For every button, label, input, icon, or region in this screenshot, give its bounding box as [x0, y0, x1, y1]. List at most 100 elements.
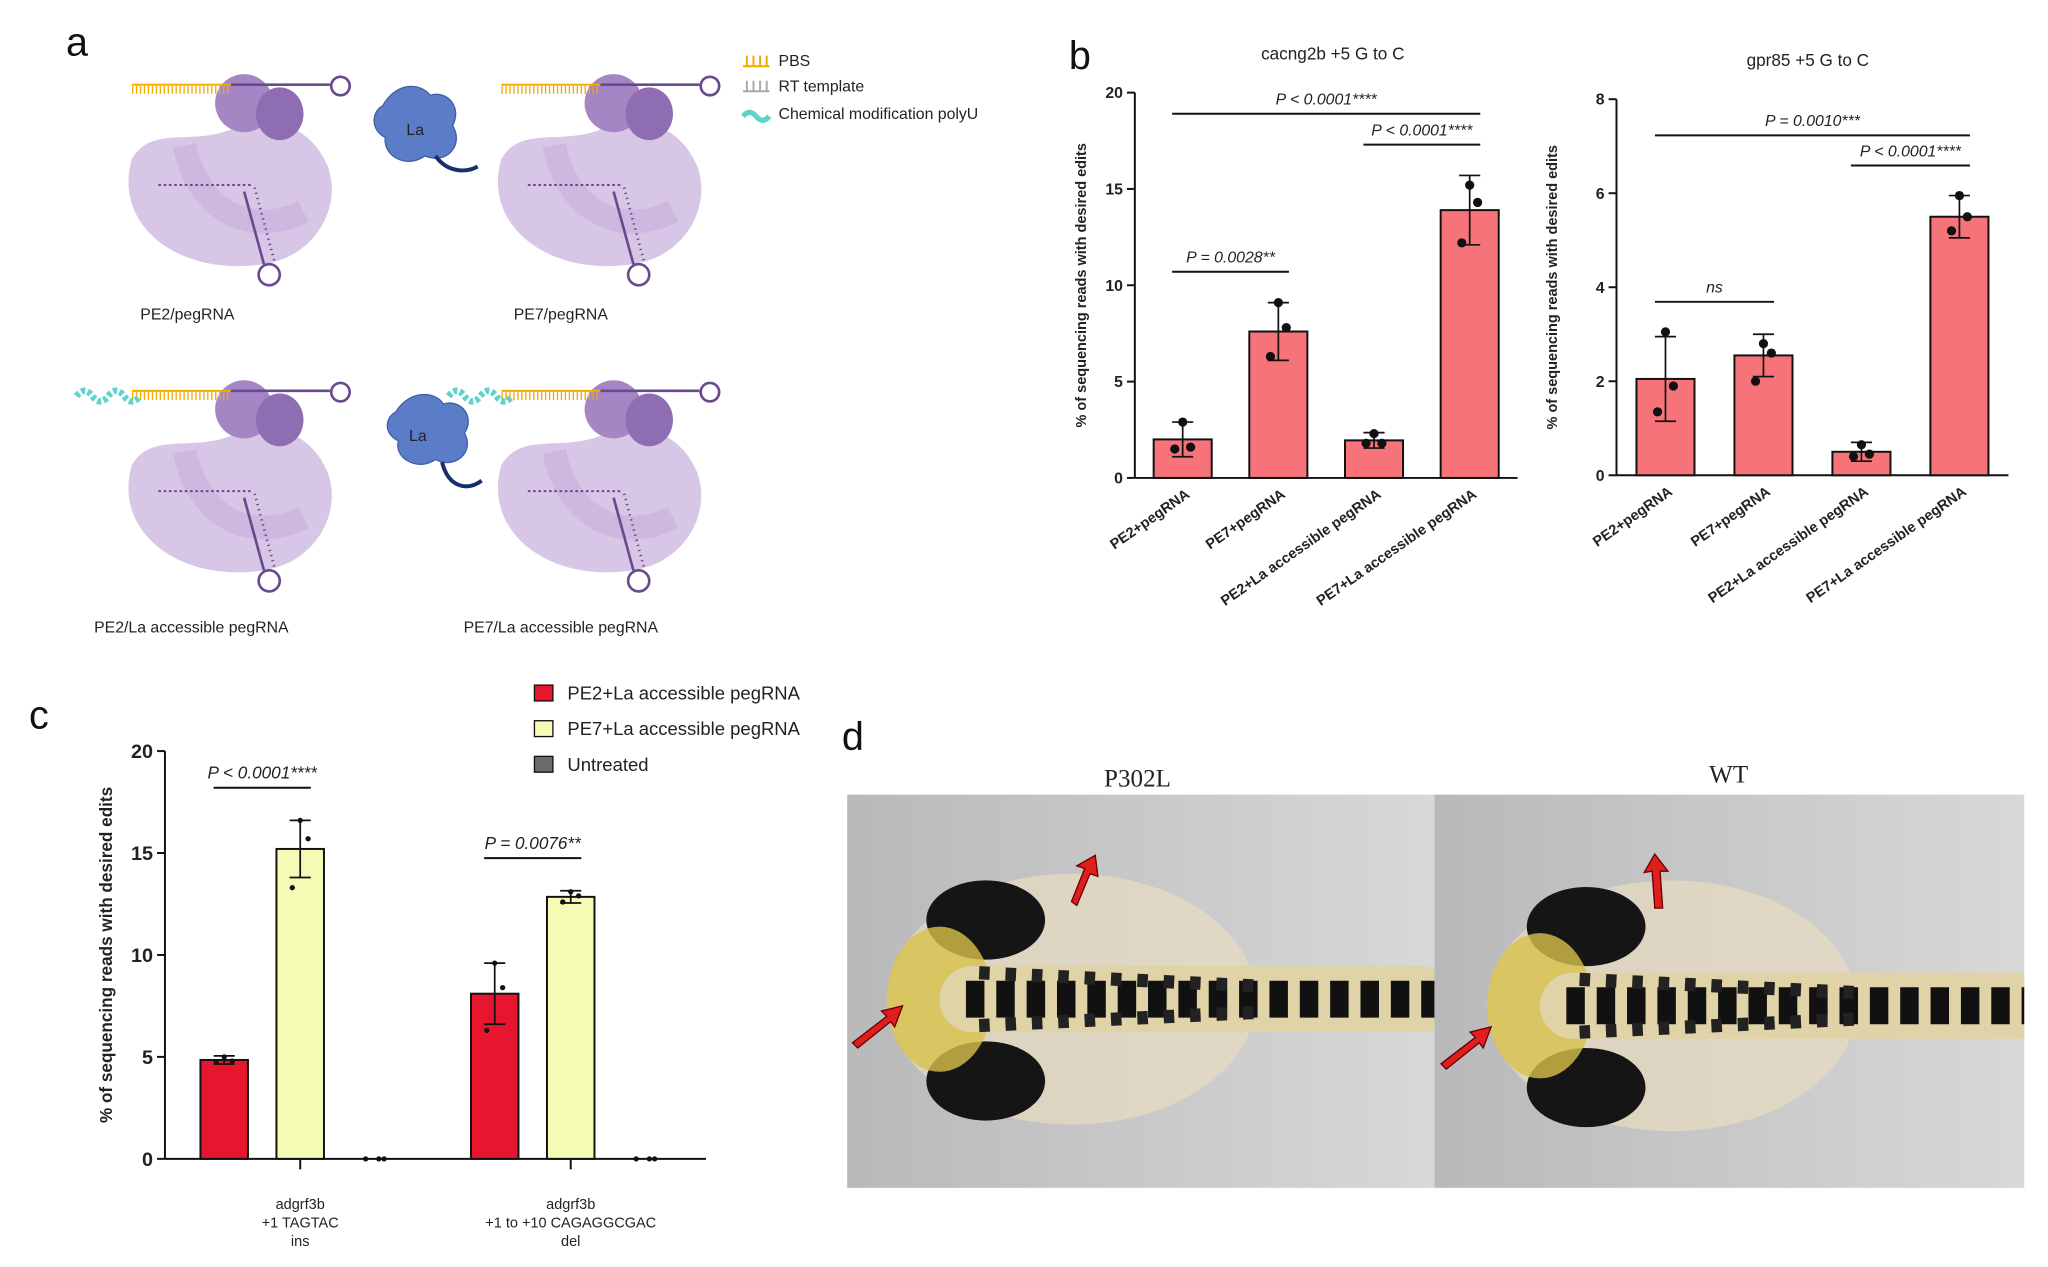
- x-tick-label-line: adgrf3b: [546, 1197, 595, 1213]
- data-point: [381, 1156, 387, 1162]
- data-point: [376, 1156, 382, 1162]
- legend-label: Chemical modification polyU: [779, 106, 979, 123]
- caption: PE7/La accessible pegRNA: [464, 619, 659, 636]
- data-point: [1377, 438, 1387, 448]
- y-tick-label: 10: [1105, 278, 1123, 295]
- data-point: [1954, 190, 1965, 201]
- photo-label: P302L: [1104, 766, 1171, 793]
- data-point: [229, 1058, 235, 1064]
- y-tick-label: 15: [131, 843, 153, 865]
- y-tick-label: 5: [1114, 374, 1123, 391]
- data-point: [484, 1027, 490, 1034]
- chart-title: gpr85 +5 G to C: [1747, 50, 1869, 70]
- x-tick-label: PE7+pegRNA: [1203, 486, 1289, 553]
- significance-label: P < 0.0001****: [207, 763, 318, 783]
- y-tick-label: 6: [1596, 186, 1605, 203]
- x-tick-label-line: ins: [291, 1234, 310, 1250]
- data-point: [1369, 428, 1379, 439]
- data-point: [633, 1156, 639, 1162]
- y-tick-label: 10: [131, 945, 153, 967]
- data-point: [289, 885, 295, 891]
- data-point: [1472, 197, 1483, 208]
- data-point: [499, 984, 506, 991]
- y-tick-label: 0: [1596, 468, 1605, 485]
- bar: [199, 1058, 249, 1160]
- y-tick-label: 0: [142, 1149, 153, 1171]
- x-tick-label-line: +1 TAGTAC: [262, 1215, 339, 1231]
- legend-label: Untreated: [567, 754, 648, 775]
- data-point: [1361, 438, 1371, 448]
- legend-swatch: [533, 755, 554, 773]
- x-tick-label-line: del: [561, 1234, 580, 1250]
- y-tick-label: 4: [1596, 280, 1605, 297]
- x-tick-label: PE2+pegRNA: [1590, 484, 1676, 551]
- fish-photos: P302L WT: [847, 762, 2025, 1188]
- data-point: [1185, 442, 1196, 452]
- significance-label: P < 0.0001****: [1860, 143, 1962, 160]
- data-point: [1273, 297, 1283, 308]
- x-tick-label-line: +1 to +10 CAGAGGCGAC: [485, 1215, 656, 1231]
- chart-title: cacng2b +5 G to C: [1261, 44, 1404, 64]
- data-point: [1178, 417, 1188, 427]
- data-point: [1848, 451, 1859, 462]
- y-tick-label: 2: [1596, 374, 1605, 391]
- panel-label: a: [66, 21, 89, 65]
- data-point: [1652, 407, 1663, 417]
- data-point: [1170, 444, 1180, 454]
- significance-label: ns: [1706, 280, 1723, 297]
- x-tick-label: PE7+pegRNA: [1688, 484, 1774, 551]
- data-point: [1962, 212, 1972, 222]
- data-point: [1457, 238, 1467, 248]
- caption: PE7/pegRNA: [514, 307, 609, 324]
- data-point: [652, 1156, 658, 1162]
- data-point: [1758, 339, 1769, 349]
- data-point: [1750, 376, 1761, 386]
- error-bar: [1654, 335, 1677, 423]
- data-point: [1946, 226, 1957, 236]
- data-point: [492, 960, 498, 966]
- significance-label: P < 0.0001****: [1371, 122, 1473, 139]
- data-point: [576, 893, 582, 899]
- y-tick-label: 0: [1114, 470, 1123, 487]
- x-tick-label: PE2+La accessible pegRNA: [1706, 484, 1872, 607]
- photo-label: WT: [1709, 762, 1748, 789]
- data-point: [568, 889, 574, 895]
- panel-label: b: [1069, 34, 1091, 78]
- data-point: [1856, 440, 1867, 450]
- x-tick-label: PE2+La accessible pegRNA: [1218, 486, 1384, 609]
- y-tick-label: 8: [1596, 92, 1605, 109]
- legend-label: PE2+La accessible pegRNA: [567, 683, 800, 704]
- panel-label: c: [29, 694, 49, 738]
- legend-label: PE7+La accessible pegRNA: [567, 718, 800, 739]
- x-tick-label: adgrf3b +1 TAGTAC ins: [262, 1197, 339, 1250]
- data-point: [363, 1156, 369, 1162]
- data-point: [1864, 449, 1874, 459]
- legend-swatch: [533, 684, 554, 702]
- panel-label: d: [842, 715, 864, 759]
- x-tick-label: PE7+La accessible pegRNA: [1314, 486, 1480, 609]
- significance-label: P = 0.0076**: [485, 833, 582, 853]
- bar: [1929, 215, 1990, 477]
- data-point: [305, 836, 311, 842]
- x-tick-label: adgrf3b +1 to +10 CAGAGGCGAC del: [485, 1197, 656, 1250]
- data-point: [560, 899, 566, 905]
- bar: [545, 895, 596, 1160]
- construct-diagram: La La PE2/pegRNA PE7/pegRNA PE2/La acces…: [73, 53, 979, 636]
- significance-label: P < 0.0001****: [1276, 92, 1378, 109]
- significance-label: P = 0.0028**: [1186, 250, 1276, 267]
- bar: [469, 992, 520, 1160]
- legend-swatch: [533, 720, 554, 738]
- data-point: [1281, 323, 1291, 333]
- y-axis-label: % of sequencing reads with desired edits: [96, 787, 116, 1123]
- bar: [275, 847, 325, 1160]
- y-tick-label: 5: [142, 1047, 153, 1069]
- data-point: [221, 1054, 227, 1060]
- legend-label: RT template: [779, 78, 865, 95]
- data-point: [297, 817, 303, 824]
- legend-label: PBS: [779, 53, 811, 70]
- protein-label: La: [406, 122, 424, 139]
- data-point: [1465, 180, 1475, 190]
- caption: PE2/pegRNA: [140, 307, 235, 324]
- data-point: [1766, 348, 1776, 358]
